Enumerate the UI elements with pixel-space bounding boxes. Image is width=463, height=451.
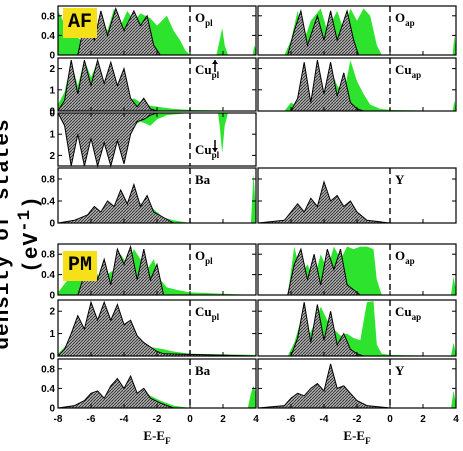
xtick-label-right: -2 bbox=[353, 414, 362, 425]
panel-label-af-cu-pl-down: Cupl bbox=[195, 142, 220, 160]
panel-label-af-o-pl: Opl bbox=[195, 10, 213, 28]
x-axis-label-right: E-EF bbox=[343, 428, 371, 446]
x-axis-label-left: E-EF bbox=[143, 428, 171, 446]
panel-label-pm-ba: Ba bbox=[195, 363, 211, 378]
panel-af-cu-pl-up: 0 1 2 Cupl bbox=[49, 57, 257, 118]
panel-label-pm-o-pl: Opl bbox=[195, 248, 213, 266]
panel-pm-cu-pl: 0 1 2 Cupl bbox=[49, 299, 257, 363]
ytick-label-pm-cu-pl: 2 bbox=[49, 307, 55, 318]
ytick-label-pm-o-pl: 0.8 bbox=[41, 250, 55, 261]
xtick-label-left: 4 bbox=[253, 414, 259, 425]
ytick-label-af-cu-pl-down: 0 bbox=[49, 109, 55, 120]
xtick-label-left: -2 bbox=[153, 414, 162, 425]
panel-label-pm-cu-pl: Cupl bbox=[195, 304, 220, 322]
xtick-label-left: 0 bbox=[187, 414, 193, 425]
series-hatched-af-cu-pl-down bbox=[57, 112, 256, 168]
ytick-label-af-o-pl: 0.8 bbox=[41, 11, 55, 22]
ytick-label-af-cu-pl-down: 2 bbox=[49, 151, 55, 162]
series-hatched-af-o-ap bbox=[258, 8, 456, 56]
ytick-label-af-ba: 0 bbox=[49, 219, 55, 230]
ytick-label-af-o-pl: 0.4 bbox=[41, 31, 55, 42]
series-hatched-pm-cu-ap bbox=[258, 302, 456, 357]
panel-af-ba: 0 0.4 0.8 Ba bbox=[41, 167, 257, 230]
ytick-label-pm-o-pl: 0 bbox=[49, 291, 55, 302]
ytick-label-pm-cu-pl: 1 bbox=[49, 329, 55, 340]
series-hatched-af-ba bbox=[57, 182, 256, 224]
spin-arrow-head-icon bbox=[212, 60, 218, 64]
panel-pm-ba: 0 0.4 0.8 Ba bbox=[41, 358, 257, 415]
series-green-pm-cu-ap bbox=[258, 301, 456, 356]
ytick-label-af-cu-pl-up: 1 bbox=[49, 85, 55, 96]
xtick-label-right: -6 bbox=[287, 414, 296, 425]
series-green-af-cu-ap bbox=[258, 60, 456, 111]
panel-label-af-cu-ap: Cuap bbox=[395, 62, 421, 80]
xtick-label-left: -6 bbox=[87, 414, 96, 425]
panel-af-cu-ap: Cuap bbox=[257, 57, 457, 112]
xtick-label-left: -8 bbox=[54, 414, 63, 425]
series-green-af-o-ap bbox=[258, 8, 456, 55]
xtick-label-left: 2 bbox=[220, 414, 226, 425]
af-badge: AF bbox=[63, 8, 98, 38]
panel-af-y: Y bbox=[257, 167, 457, 224]
xtick-label-left: -4 bbox=[120, 414, 129, 425]
ytick-label-af-cu-pl-up: 2 bbox=[49, 64, 55, 75]
series-hatched-af-cu-ap bbox=[258, 60, 456, 112]
ytick-label-af-ba: 0.4 bbox=[41, 197, 55, 208]
pm-badge: PM bbox=[63, 251, 98, 281]
series-hatched-af-y bbox=[257, 180, 456, 224]
panel-label-af-y: Y bbox=[395, 172, 405, 187]
series-hatched-pm-ba bbox=[57, 374, 256, 409]
panel-label-af-o-ap: Oap bbox=[395, 10, 415, 28]
ytick-label-af-o-pl: 0 bbox=[49, 51, 55, 62]
series-hatched-pm-y bbox=[257, 363, 456, 409]
panel-label-pm-cu-ap: Cuap bbox=[395, 304, 421, 322]
series-green-pm-o-ap bbox=[258, 246, 456, 295]
panel-pm-cu-ap: Cuap bbox=[257, 299, 457, 357]
ytick-label-af-ba: 0.8 bbox=[41, 175, 55, 186]
series-hatched-pm-o-ap bbox=[258, 247, 456, 296]
series-hatched-af-cu-pl-up bbox=[57, 58, 256, 112]
series-hatched-pm-cu-pl bbox=[56, 300, 257, 357]
xtick-label-right: 2 bbox=[420, 414, 426, 425]
panel-pm-y: Y bbox=[257, 358, 457, 409]
xtick-label-right: 0 bbox=[387, 414, 393, 425]
ytick-label-pm-ba: 0 bbox=[49, 404, 55, 415]
spin-arrow-head-icon bbox=[212, 148, 218, 152]
ytick-label-af-cu-pl-up: 0 bbox=[49, 107, 55, 118]
panel-label-af-cu-pl-up: Cupl bbox=[195, 62, 220, 80]
xtick-label-right: -4 bbox=[320, 414, 329, 425]
ytick-label-pm-ba: 0.8 bbox=[41, 364, 55, 375]
ytick-label-pm-cu-pl: 0 bbox=[49, 352, 55, 363]
ytick-label-pm-o-pl: 0.4 bbox=[41, 270, 55, 281]
ytick-label-af-cu-pl-down: 1 bbox=[49, 130, 55, 141]
panel-af-cu-pl-down: 0 1 2 Cupl bbox=[49, 109, 257, 168]
panel-label-pm-o-ap: Oap bbox=[395, 248, 415, 266]
ytick-label-pm-ba: 0.4 bbox=[41, 384, 55, 395]
panels-group: 0 0.4 0.8 Opl Oap 0 1 2 Cupl Cuap 0 1 2 Cupl 0 0.4 0.8 Ba… bbox=[41, 5, 459, 446]
panel-pm-o-ap: Oap bbox=[257, 243, 457, 296]
panel-label-af-ba: Ba bbox=[195, 172, 211, 187]
xtick-label-right: 4 bbox=[453, 414, 459, 425]
panel-af-o-ap: Oap bbox=[257, 5, 457, 56]
panel-label-pm-y: Y bbox=[395, 363, 405, 378]
